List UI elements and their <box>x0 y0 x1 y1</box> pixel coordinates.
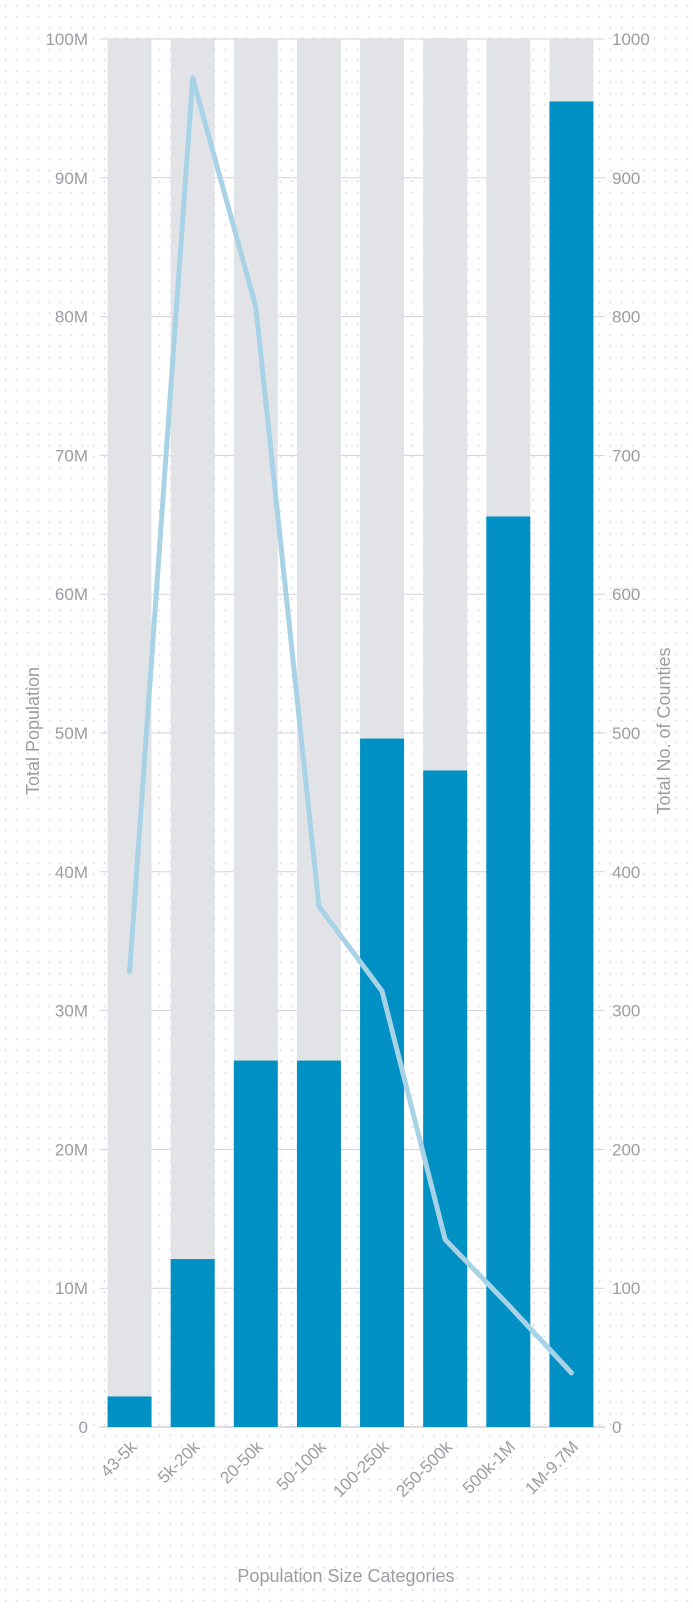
y2-tick-label: 300 <box>612 1002 640 1021</box>
y-tick-label: 70M <box>55 446 88 465</box>
x-tick-label: 1M-9.7M <box>521 1437 582 1498</box>
y2-axis-title: Total No. of Counties <box>654 647 674 814</box>
x-tick-label: 5k-20k <box>154 1437 204 1487</box>
x-tick-label: 500k-1M <box>459 1437 519 1497</box>
x-axis-title: Population Size Categories <box>237 1566 454 1586</box>
bar <box>360 738 405 1427</box>
county-count-series-line <box>127 75 574 1376</box>
y-tick-label: 100M <box>45 30 88 49</box>
y-tick-label: 80M <box>55 308 88 327</box>
bar <box>233 1060 278 1427</box>
y-tick-label: 40M <box>55 863 88 882</box>
y-tick-label: 50M <box>55 724 88 743</box>
y-tick-label: 90M <box>55 169 88 188</box>
bar-background <box>170 39 215 1427</box>
right-axis-ticks: 0 100 200 300 400 500 600 700 800 900 1000 <box>612 30 650 1437</box>
y2-tick-label: 900 <box>612 169 640 188</box>
y2-tick-label: 100 <box>612 1279 640 1298</box>
bar <box>423 770 468 1427</box>
y2-tick-label: 500 <box>612 724 640 743</box>
y2-tick-label: 200 <box>612 1140 640 1159</box>
y2-tick-label: 700 <box>612 446 640 465</box>
y-tick-label: 0 <box>79 1418 88 1437</box>
x-tick-label: 100-250k <box>329 1437 393 1501</box>
y2-tick-label: 400 <box>612 863 640 882</box>
y2-tick-label: 0 <box>612 1418 621 1437</box>
bar <box>486 516 531 1427</box>
x-tick-label: 250-500k <box>392 1437 456 1501</box>
x-tick-label: 43-5k <box>97 1437 141 1481</box>
x-tick-label: 20-50k <box>216 1437 267 1488</box>
bar <box>170 1259 215 1427</box>
x-axis-ticks: 43-5k 5k-20k 20-50k 50-100k 100-250k 250-500k… <box>97 1437 582 1501</box>
y2-tick-label: 600 <box>612 585 640 604</box>
x-tick-label: 50-100k <box>273 1437 330 1494</box>
county-count-line <box>127 75 574 1376</box>
y-tick-label: 10M <box>55 1279 88 1298</box>
bar <box>549 101 594 1428</box>
y2-tick-label: 800 <box>612 308 640 327</box>
bars <box>107 101 594 1428</box>
y-tick-label: 20M <box>55 1140 88 1159</box>
y2-tick-label: 1000 <box>612 30 650 49</box>
y-axis-title: Total Population <box>23 667 43 795</box>
y-tick-label: 60M <box>55 585 88 604</box>
bar <box>296 1060 341 1427</box>
bar <box>107 1396 152 1427</box>
left-axis-ticks: 0 10M 20M 30M 40M 50M 60M 70M 80M 90M 100M <box>45 30 88 1437</box>
y-tick-label: 30M <box>55 1002 88 1021</box>
